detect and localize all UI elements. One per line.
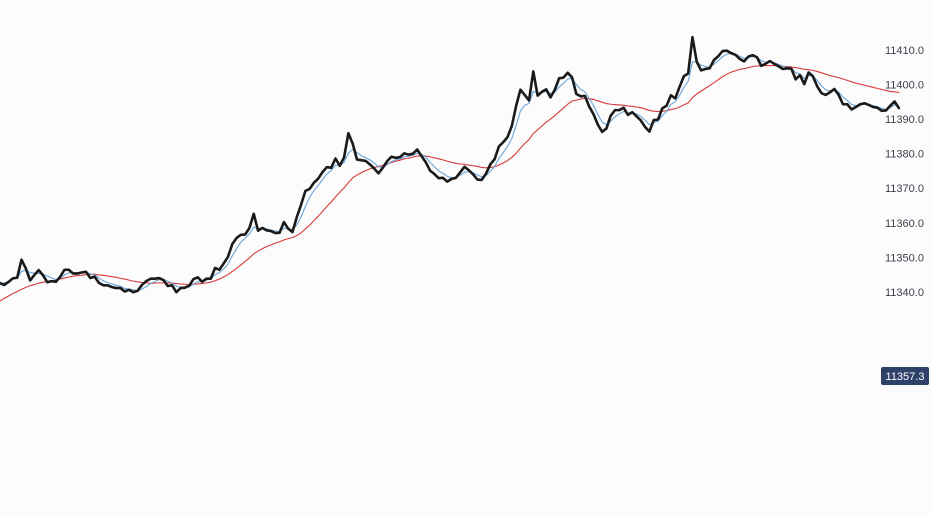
- last-price-badge-bg: [881, 367, 929, 385]
- y-tick-label: 11380.0: [885, 149, 924, 161]
- series-layer: [0, 35, 901, 302]
- series-line-3: [0, 65, 900, 302]
- y-tick-label: 11340.0: [885, 287, 924, 299]
- y-tick-label: 11350.0: [885, 252, 924, 264]
- series-line-1: [0, 35, 901, 294]
- y-tick-label: 11400.0: [885, 80, 924, 92]
- series-line-2: [0, 52, 900, 292]
- y-axis[interactable]: 11340.0 11350.0 11360.0 11370.0 11380.0 11390…: [885, 45, 924, 299]
- y-tick-label: 11370.0: [885, 183, 924, 195]
- y-tick-label: 11360.0: [885, 218, 924, 230]
- last-price-label: 11357.3: [886, 371, 925, 383]
- y-tick-label: 11390.0: [885, 114, 924, 126]
- last-price-badge: 11357.3: [881, 367, 929, 385]
- y-tick-label: 11410.0: [885, 45, 924, 57]
